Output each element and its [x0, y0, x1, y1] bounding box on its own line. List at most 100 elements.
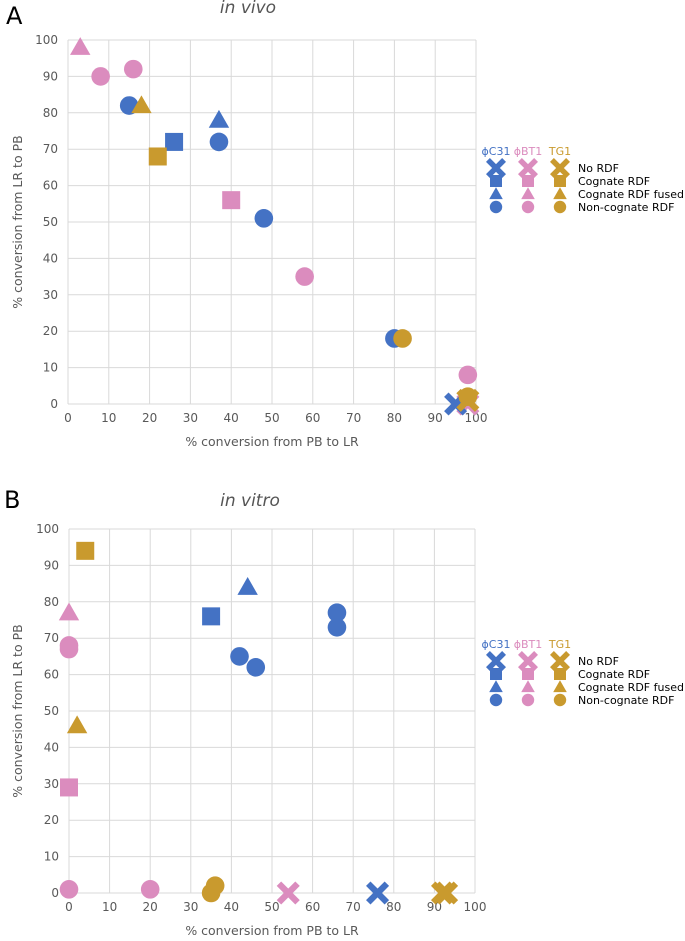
data-points	[58, 541, 459, 905]
x-tick-label: 90	[428, 411, 443, 425]
chart-title: in vitro	[220, 491, 280, 511]
legend-marker	[522, 668, 534, 680]
y-tick-label: 100	[36, 522, 59, 536]
y-tick-label: 0	[50, 397, 58, 411]
legend-marker	[486, 158, 506, 178]
data-point	[59, 880, 79, 899]
y-tick-label: 80	[44, 595, 59, 609]
data-point	[456, 388, 480, 412]
chart-panel-a: 0 10 20 30 40 50 60 70 80 90 100 0 10 20 30 40 50 60 70 80 9…	[10, 0, 684, 449]
data-point	[276, 881, 300, 905]
legend-marker	[553, 680, 567, 693]
x-tick-label: 20	[143, 900, 158, 914]
data-point	[435, 881, 459, 905]
y-tick-label: 0	[51, 886, 59, 900]
legend-marker	[486, 651, 506, 671]
y-tick-label: 80	[43, 106, 58, 120]
data-point	[393, 329, 412, 348]
legend-integrase-label: ϕBT1	[514, 638, 543, 651]
x-tick-label: 10	[102, 900, 117, 914]
x-tick-label: 30	[183, 900, 198, 914]
data-point	[140, 880, 160, 899]
x-tick-label: 40	[224, 411, 239, 425]
x-tick-label: 80	[387, 411, 402, 425]
legend-marker	[518, 651, 538, 671]
legend-marker	[550, 158, 570, 178]
data-point	[58, 602, 80, 621]
data-point	[222, 191, 241, 210]
data-point	[202, 607, 221, 626]
x-tick-label: 50	[264, 411, 279, 425]
y-tick-label: 70	[44, 631, 59, 645]
x-tick-label: 40	[224, 900, 239, 914]
y-axis-label: % conversion from LR to PB	[10, 135, 25, 308]
legend-condition-label: Non-cognate RDF	[578, 201, 674, 214]
x-tick-label: 0	[65, 900, 73, 914]
legend-integrase-label: ϕC31	[482, 145, 511, 158]
x-tick-label: 70	[346, 411, 361, 425]
data-point	[237, 577, 258, 595]
data-point	[70, 37, 91, 55]
data-point	[91, 67, 110, 86]
data-point	[59, 639, 79, 659]
legend-integrase-label: ϕBT1	[514, 145, 543, 158]
y-tick-label: 10	[43, 361, 58, 375]
x-tick-label: 60	[305, 411, 320, 425]
legend-marker	[553, 693, 567, 707]
legend-condition-label: Cognate RDF	[578, 668, 650, 681]
y-tick-label: 90	[44, 558, 59, 572]
y-tick-label: 90	[43, 69, 58, 83]
legend-condition-label: Cognate RDF fused	[578, 188, 684, 201]
legend-marker	[553, 187, 567, 200]
y-tick-label: 10	[44, 850, 59, 864]
data-point	[327, 617, 347, 637]
data-point	[366, 881, 390, 905]
x-tick-label: 0	[64, 411, 72, 425]
legend-integrase-label: ϕC31	[482, 638, 511, 651]
data-point	[205, 876, 225, 896]
x-tick-label: 70	[346, 900, 361, 914]
x-axis-label: % conversion from PB to LR	[185, 923, 359, 938]
legend-marker	[489, 680, 503, 693]
legend-marker	[522, 175, 534, 187]
data-point	[209, 132, 229, 152]
x-tick-label: 60	[305, 900, 320, 914]
x-tick-label: 100	[465, 411, 488, 425]
data-point	[123, 59, 143, 79]
y-tick-label: 20	[44, 813, 59, 827]
data-point	[76, 541, 95, 560]
legend-condition-label: No RDF	[578, 162, 619, 175]
data-point	[148, 147, 167, 166]
y-tick-label: 30	[43, 288, 58, 302]
data-point	[246, 658, 266, 677]
data-point	[327, 603, 347, 623]
chart-panel-b: 0 10 20 30 40 50 60 70 80 90 100 0 10 20 30 40 50 60 70 80 9…	[10, 491, 684, 938]
chart-title: in vivo	[220, 0, 276, 18]
panel-label-a: A	[6, 2, 23, 30]
data-point	[208, 109, 230, 128]
x-tick-label: 80	[386, 900, 401, 914]
legend-condition-label: No RDF	[578, 655, 619, 668]
y-tick-label: 50	[44, 704, 59, 718]
legend-integrase-label: TG1	[548, 145, 571, 158]
y-tick-label: 20	[43, 324, 58, 338]
legend-integrase-label: TG1	[548, 638, 571, 651]
x-tick-label: 90	[427, 900, 442, 914]
y-tick-label: 40	[44, 740, 59, 754]
data-point	[66, 715, 88, 734]
legend-marker	[554, 175, 566, 187]
data-point	[230, 647, 249, 666]
y-tick-label: 70	[43, 142, 58, 156]
legend-marker	[490, 668, 502, 680]
data-point	[131, 95, 152, 114]
x-tick-label: 20	[142, 411, 157, 425]
legend-marker	[518, 158, 538, 178]
panel-label-b: B	[4, 486, 20, 514]
y-tick-label: 30	[44, 777, 59, 791]
legend-marker	[553, 200, 567, 214]
data-point	[254, 209, 274, 228]
y-tick-label: 50	[43, 215, 58, 229]
y-tick-label: 100	[35, 33, 58, 47]
legend-marker	[489, 693, 503, 707]
